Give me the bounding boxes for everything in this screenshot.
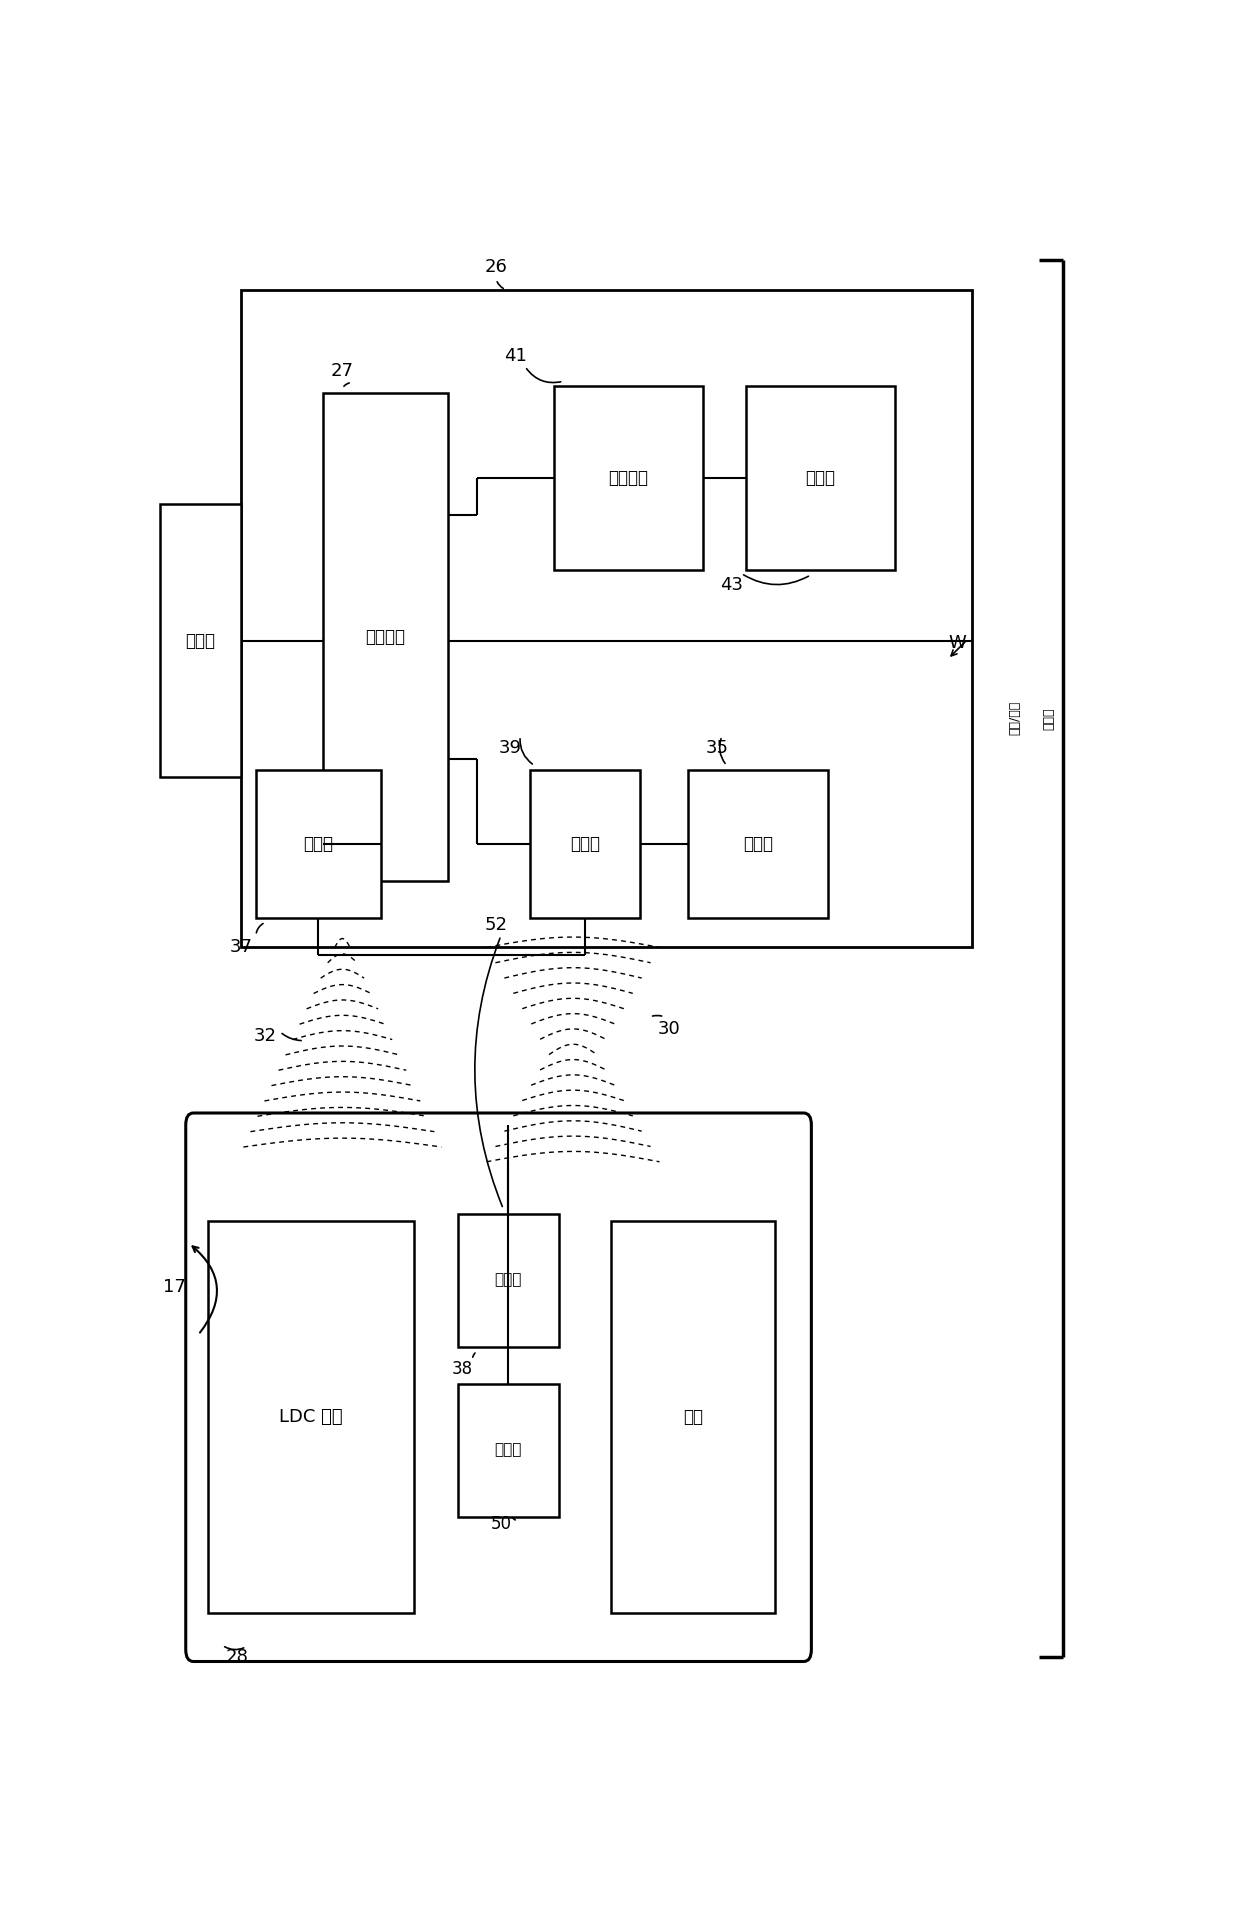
Bar bbox=[458, 1213, 558, 1346]
Text: 41: 41 bbox=[503, 348, 527, 365]
Bar bbox=[160, 503, 242, 778]
Bar bbox=[242, 290, 972, 947]
Text: 50: 50 bbox=[491, 1515, 511, 1532]
Text: 到达/来自: 到达/来自 bbox=[1008, 701, 1022, 735]
Bar bbox=[255, 770, 381, 918]
Text: 微处理器: 微处理器 bbox=[366, 628, 405, 645]
Bar bbox=[529, 770, 640, 918]
FancyBboxPatch shape bbox=[186, 1114, 811, 1661]
Bar bbox=[688, 770, 828, 918]
Text: 泵单元: 泵单元 bbox=[1043, 707, 1055, 730]
Text: 声音芯片: 声音芯片 bbox=[609, 468, 649, 488]
Text: 28: 28 bbox=[226, 1647, 248, 1667]
Text: 17: 17 bbox=[162, 1279, 186, 1296]
Text: 52: 52 bbox=[485, 916, 507, 935]
Text: 扬声器: 扬声器 bbox=[806, 468, 836, 488]
Bar bbox=[746, 386, 895, 570]
Text: 30: 30 bbox=[657, 1020, 681, 1037]
Text: 38: 38 bbox=[451, 1359, 474, 1379]
Bar bbox=[554, 386, 703, 570]
Text: 39: 39 bbox=[498, 739, 522, 756]
Text: 37: 37 bbox=[229, 939, 253, 956]
Text: 43: 43 bbox=[720, 576, 743, 593]
Text: 接收器: 接收器 bbox=[495, 1273, 522, 1288]
Bar bbox=[458, 1384, 558, 1517]
Text: 充电架: 充电架 bbox=[743, 835, 773, 852]
Text: 键盘: 键盘 bbox=[683, 1407, 703, 1427]
Text: W: W bbox=[949, 634, 966, 651]
Bar bbox=[611, 1221, 775, 1613]
Text: 26: 26 bbox=[485, 259, 507, 276]
Text: 发射器: 发射器 bbox=[495, 1442, 522, 1457]
Text: 手动键: 手动键 bbox=[186, 632, 216, 649]
Text: 32: 32 bbox=[254, 1027, 277, 1044]
Text: 35: 35 bbox=[706, 739, 729, 756]
Text: 发射器: 发射器 bbox=[304, 835, 334, 852]
Text: LDC 屏幕: LDC 屏幕 bbox=[279, 1407, 343, 1427]
Bar bbox=[324, 394, 448, 881]
Text: 27: 27 bbox=[331, 361, 353, 380]
Text: 接收器: 接收器 bbox=[570, 835, 600, 852]
Bar bbox=[208, 1221, 414, 1613]
